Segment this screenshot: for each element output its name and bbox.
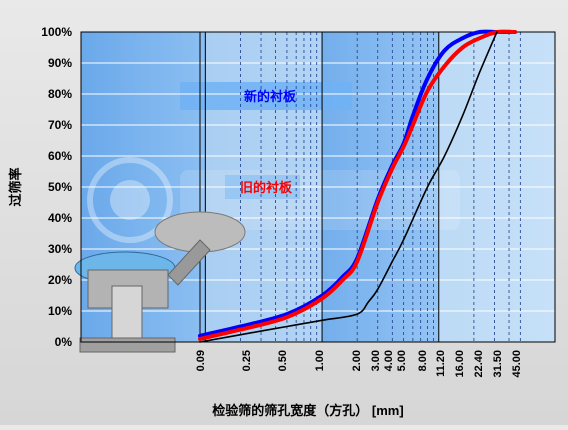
watermark-logo-ring [87,157,173,243]
crusher-illustration [74,211,246,353]
new-liner-label-box [180,82,352,110]
new-liner-annotation: 新的衬板 [244,89,297,104]
x-tick-label: 31.50 [492,350,504,378]
y-tick-label: 70% [48,118,72,132]
x-tick-label: 22.40 [473,350,485,378]
x-tick-label: 0.50 [277,350,289,371]
y-tick-label: 20% [48,273,72,287]
crusher-base [79,337,176,353]
x-tick-label: 0.09 [195,350,207,371]
x-axis-label: 检验筛的筛孔宽度（方孔） [mm] [212,403,403,418]
x-tick-label: 0.25 [241,350,253,371]
series-group [198,29,517,343]
x-tick-label: 8.00 [417,350,429,371]
x-tick-label: 16.00 [454,350,466,378]
y-tick-labels: 0% 10% 20% 30% 40% 50% 60% 70% 80% 90% 100% [41,25,72,349]
crusher-arm [167,239,211,286]
x-tick-label: 5.00 [396,350,408,371]
crusher-shaft [111,285,143,339]
y-axis-label: 过筛率 [8,167,23,206]
y-tick-label: 80% [48,87,72,101]
y-tick-label: 10% [48,304,72,318]
series-line-2 [199,31,498,343]
series-line-1 [198,29,517,341]
y-tick-label: 100% [41,25,72,39]
watermark-logo-core [110,180,150,220]
x-tick-label: 11.20 [435,350,447,377]
y-tick-label: 0% [55,335,73,349]
x-tick-labels: 0.09 0.25 0.50 1.00 2.00 3.00 4.00 5.00 8.00 11.2… [195,350,523,378]
x-tick-label: 3.00 [370,350,382,371]
y-tick-label: 90% [48,56,72,70]
x-tick-label: 2.00 [351,350,363,371]
x-tick-label: 4.00 [383,350,395,371]
y-tick-label: 40% [48,211,72,225]
x-tick-label: 45.00 [511,350,523,378]
y-tick-label: 60% [48,149,72,163]
y-tick-label: 50% [48,180,72,194]
plot-frame [80,31,556,343]
y-tick-label: 30% [48,242,72,256]
x-tick-label: 1.00 [314,350,326,371]
old-liner-annotation: 旧的衬板 [240,180,293,195]
